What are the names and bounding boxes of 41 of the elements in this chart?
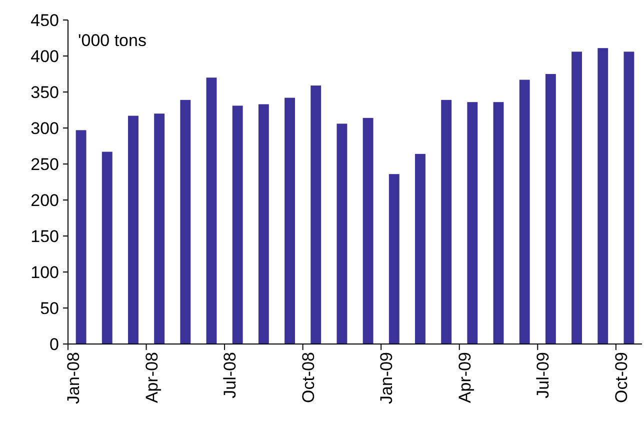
y-tick-label: 50 <box>40 298 59 318</box>
y-tick-label: 350 <box>30 82 59 102</box>
y-axis-title: '000 tons <box>78 31 146 50</box>
bar <box>284 98 295 344</box>
bar <box>493 102 504 344</box>
bar <box>206 78 217 344</box>
bar <box>76 130 86 344</box>
bar <box>624 52 634 344</box>
y-tick-label: 450 <box>30 10 59 30</box>
y-tick-label: 250 <box>30 154 59 174</box>
x-tick-label: Oct-09 <box>612 352 631 404</box>
x-tick-label: Jan-09 <box>377 352 396 404</box>
bar <box>572 52 582 344</box>
x-tick-label: Jan-08 <box>64 352 83 404</box>
bar <box>441 100 452 344</box>
bar <box>362 118 374 344</box>
bar <box>545 74 556 344</box>
bar <box>388 174 400 344</box>
y-tick-label: 100 <box>30 262 59 282</box>
x-tick-label: Apr-09 <box>455 352 474 404</box>
bar <box>467 102 478 344</box>
x-tick-label: Jul-08 <box>220 352 240 398</box>
y-tick-label: 200 <box>30 190 59 210</box>
x-tick-label: Apr-08 <box>142 352 162 404</box>
bar <box>415 154 426 344</box>
bar <box>519 80 530 344</box>
bar <box>180 100 191 344</box>
y-tick-label: 0 <box>50 334 59 354</box>
bar <box>310 86 322 344</box>
y-tick-label: 400 <box>30 46 59 66</box>
bar <box>598 48 608 344</box>
bar <box>128 116 138 344</box>
bar <box>258 104 269 344</box>
bar <box>336 124 348 344</box>
x-tick-label: Jul-09 <box>534 352 553 398</box>
y-tick-label: 300 <box>30 118 59 138</box>
x-tick-label: Oct-08 <box>298 352 318 404</box>
bar <box>102 152 112 344</box>
y-tick-label: 150 <box>30 226 59 246</box>
bar <box>154 114 165 344</box>
bar <box>232 106 243 344</box>
